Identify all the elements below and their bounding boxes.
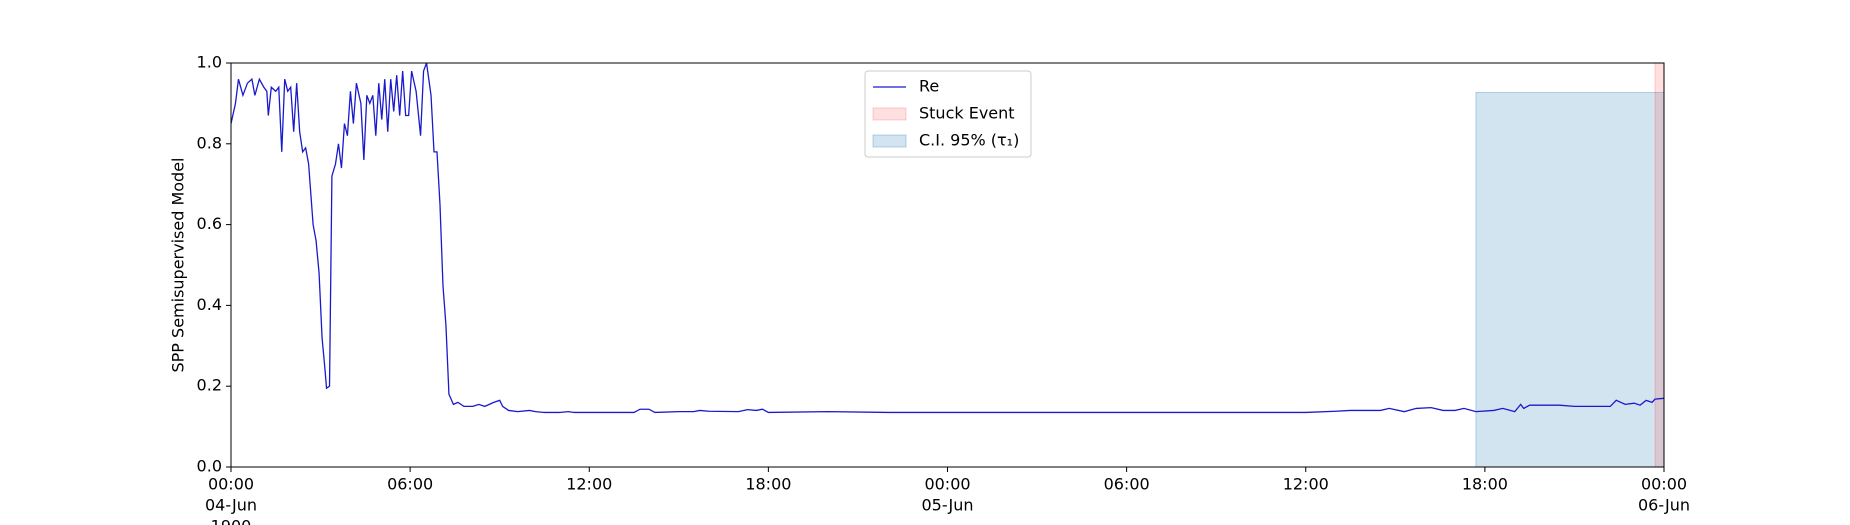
data-line — [230, 62, 1665, 414]
x-tick-label: 12:00 — [1283, 475, 1329, 494]
x-date-label: 05-Jun — [921, 496, 973, 515]
x-tick-label: 06:00 — [1104, 475, 1150, 494]
y-tick-label: 0.0 — [197, 457, 222, 476]
legend-label: Stuck Event — [919, 104, 1015, 123]
y-tick-label: 0.4 — [197, 295, 222, 314]
x-tick-label: 12:00 — [566, 475, 612, 494]
x-year-label: 1900 — [211, 517, 252, 525]
x-tick-label: 00:00 — [924, 475, 970, 494]
x-date-label: 06-Jun — [1638, 496, 1690, 515]
span — [1654, 62, 1665, 468]
x-tick-label: 18:00 — [745, 475, 791, 494]
y-tick-label: 0.6 — [197, 214, 222, 233]
span — [1475, 91, 1665, 468]
legend-frame — [864, 70, 1032, 158]
y-axis-label: SPP Semisupervised Model — [169, 158, 188, 373]
legend-swatch — [872, 134, 907, 148]
y-tick-label: 1.0 — [197, 53, 222, 72]
legend-label: Re — [919, 77, 939, 96]
y-tick-label: 0.2 — [197, 376, 222, 395]
y-tick-label: 0.8 — [197, 133, 222, 152]
x-tick-label: 18:00 — [1462, 475, 1508, 494]
legend-swatch — [872, 107, 907, 121]
x-tick-label: 06:00 — [387, 475, 433, 494]
x-date-label: 04-Jun — [205, 496, 257, 515]
legend: Re Stuck Event C.I. 95% (τ₁) — [864, 70, 1032, 158]
x-tick-label: 00:00 — [208, 475, 254, 494]
legend-label: C.I. 95% (τ₁) — [919, 131, 1019, 150]
x-tick-label: 00:00 — [1641, 475, 1687, 494]
